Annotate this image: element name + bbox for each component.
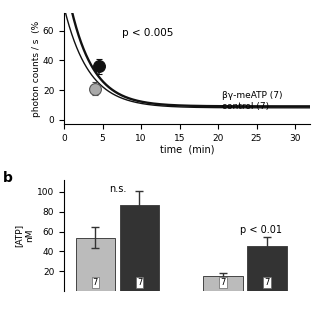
Text: 7: 7 xyxy=(221,278,226,287)
Bar xyxy=(76,237,116,291)
Text: p < 0.01: p < 0.01 xyxy=(240,225,282,235)
X-axis label: time  (min): time (min) xyxy=(160,144,214,154)
Text: control (7): control (7) xyxy=(222,102,269,111)
Bar xyxy=(204,276,243,291)
Text: n.s.: n.s. xyxy=(109,184,126,194)
Text: 7: 7 xyxy=(265,278,270,287)
Y-axis label: photon counts / s  (%: photon counts / s (% xyxy=(32,20,41,116)
Bar xyxy=(247,246,287,291)
Text: b: b xyxy=(3,171,12,185)
Bar xyxy=(120,205,159,291)
Text: βγ-meATP (7): βγ-meATP (7) xyxy=(222,92,282,100)
Text: p < 0.005: p < 0.005 xyxy=(122,28,173,38)
Text: 7: 7 xyxy=(93,278,98,287)
Text: 7: 7 xyxy=(137,278,142,287)
Y-axis label: [ATP]
nM: [ATP] nM xyxy=(15,224,34,247)
